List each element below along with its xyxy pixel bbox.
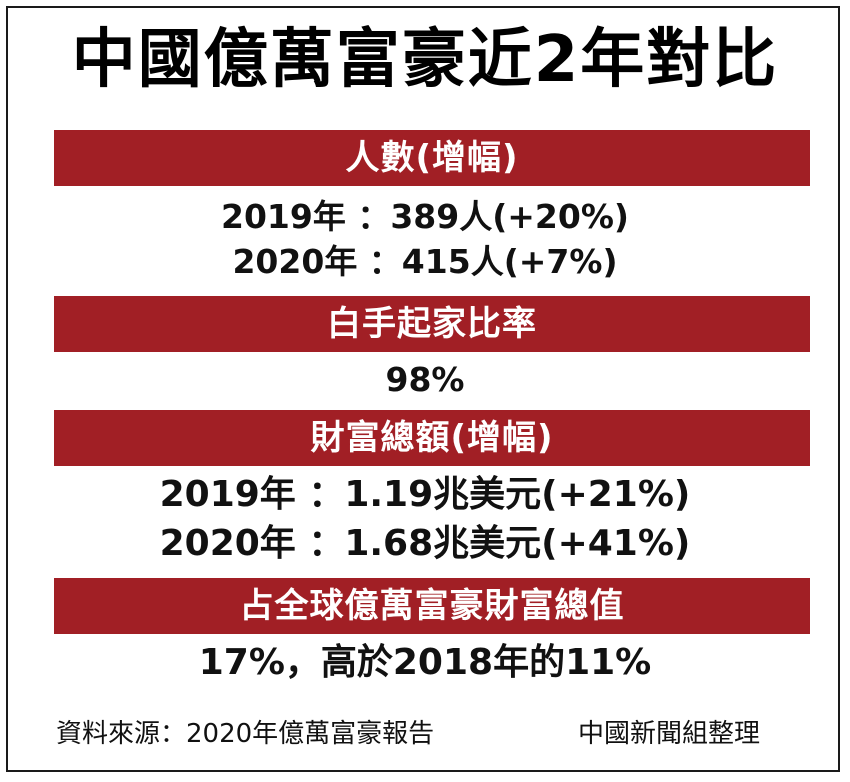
wealth-2020: 2020年 ：1.68兆美元(+41%) [159,523,691,564]
source-note: 資料來源：2020年億萬富豪報告 [56,719,435,749]
global-share: 17%，高於2018年的11% [198,642,652,683]
section-header-global-share: 占全球億萬富豪財富總值 [54,578,810,634]
infographic-frame [6,6,840,772]
self-made-ratio: 98% [385,360,465,399]
page-title: 中國億萬富豪近2年對比 [71,23,779,97]
section-header-wealth: 財富總額(增幅) [54,410,810,466]
section-header-self-made: 白手起家比率 [54,296,810,352]
count-2020: 2020年 ：415人(+7%) [232,242,618,281]
count-2019: 2019年 ：389人(+20%) [220,197,630,236]
section-header-count: 人數(增幅) [54,130,810,186]
wealth-2019: 2019年 ：1.19兆美元(+21%) [159,474,691,515]
credit-note: 中國新聞組整理 [578,719,761,749]
